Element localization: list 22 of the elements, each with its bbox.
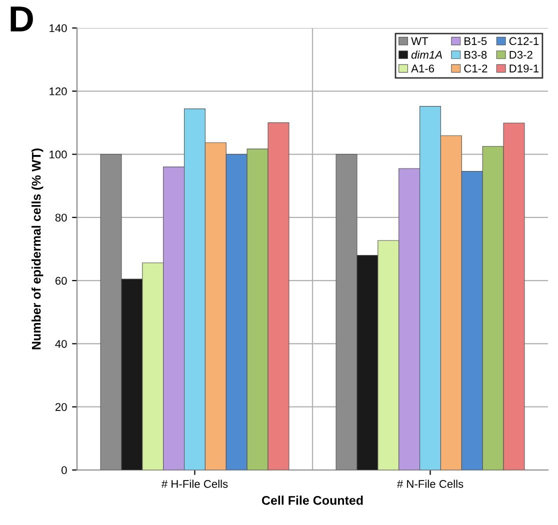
y-tick-label: 100 bbox=[50, 150, 67, 158]
y-tick-label: 60 bbox=[55, 276, 67, 285]
legend-label: D3-2 bbox=[510, 50, 532, 59]
legend-label: A1-6 bbox=[411, 64, 434, 72]
legend-label: B3-8 bbox=[464, 50, 487, 59]
x-axis-title: Cell File Counted bbox=[262, 496, 363, 505]
legend-label: C12-1 bbox=[509, 37, 539, 46]
y-tick-label: 40 bbox=[55, 340, 67, 348]
legend-label: dim1A bbox=[411, 50, 442, 59]
y-tick-label: 20 bbox=[55, 403, 67, 411]
text: D bbox=[10, 6, 33, 32]
y-axis-title: Number of epidermal cells (% WT) bbox=[32, 148, 44, 350]
y-tick-label: 80 bbox=[55, 214, 67, 222]
y-tick-label: 120 bbox=[50, 87, 67, 96]
legend-label: C1-2 bbox=[464, 64, 488, 72]
legend-label: WT bbox=[411, 37, 428, 45]
x-tick-label: # N-File Cells bbox=[396, 480, 464, 488]
x-tick-label: # H-File Cells bbox=[161, 480, 228, 488]
y-tick-label: 0 bbox=[62, 466, 67, 474]
legend-label: D19-1 bbox=[510, 64, 539, 72]
y-tick-label: 140 bbox=[50, 24, 67, 32]
legend-label: B1-5 bbox=[464, 37, 487, 46]
